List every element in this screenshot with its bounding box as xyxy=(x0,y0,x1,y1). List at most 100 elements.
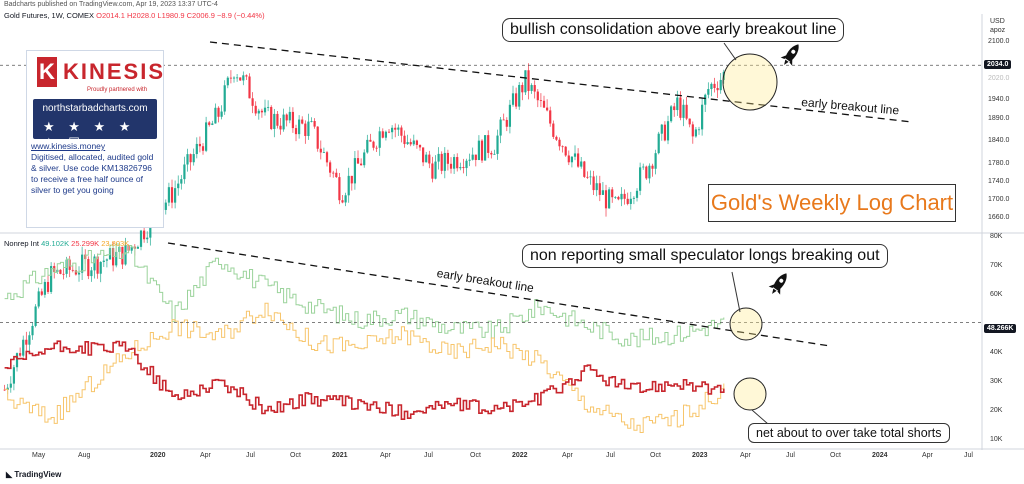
candle-body xyxy=(648,165,651,179)
candle-body xyxy=(270,106,273,129)
candle-body xyxy=(347,175,350,196)
candle-body xyxy=(356,158,360,164)
candle-body xyxy=(418,144,422,148)
candle-body xyxy=(50,266,53,292)
time-tick: 2021 xyxy=(332,452,348,459)
candle-body xyxy=(657,133,660,154)
candle-body xyxy=(245,75,248,77)
candle-body xyxy=(239,77,242,81)
candle-body xyxy=(183,164,186,180)
candle-body xyxy=(533,85,536,92)
candle-body xyxy=(440,153,443,171)
cot-net-value: 23.803K xyxy=(101,239,130,248)
candle-body xyxy=(642,166,645,168)
candle-body xyxy=(446,152,450,164)
candle-body xyxy=(530,85,533,91)
candle-body xyxy=(93,256,96,271)
candles xyxy=(3,63,725,395)
candle-body xyxy=(189,154,192,163)
candle-body xyxy=(707,89,710,95)
callout-pointer-mid xyxy=(731,271,741,313)
candle-body xyxy=(257,110,260,114)
candle-body xyxy=(232,77,236,79)
candle-body xyxy=(325,152,329,163)
candle-body xyxy=(192,154,195,163)
candle-body xyxy=(310,120,313,122)
candle-body xyxy=(701,104,704,130)
candle-body xyxy=(617,196,620,200)
candle-body xyxy=(639,167,642,191)
candle-body xyxy=(632,197,636,199)
candle-body xyxy=(484,135,487,161)
time-tick: Jul xyxy=(786,452,795,459)
candle-body xyxy=(626,198,629,204)
highlight-circle-cot xyxy=(729,307,763,341)
time-tick: Apr xyxy=(380,452,391,459)
candle-body xyxy=(403,135,406,145)
candle-body xyxy=(279,125,282,130)
price-unit-apoz: apoz xyxy=(990,27,1006,34)
candle-body xyxy=(28,335,31,345)
breakout-trendline-cot xyxy=(167,242,831,347)
candle-body xyxy=(611,189,614,198)
candle-body xyxy=(586,176,589,178)
candle-body xyxy=(384,131,388,138)
candle-body xyxy=(40,291,43,295)
candle-body xyxy=(37,291,40,307)
candle-body xyxy=(99,261,102,274)
price-tick: 1700.0 xyxy=(988,196,1010,203)
candle-body xyxy=(375,147,378,149)
time-tick: 2023 xyxy=(692,452,708,459)
candle-body xyxy=(552,123,555,137)
cot-series-short xyxy=(4,302,725,433)
candle-body xyxy=(465,160,468,169)
candle-body xyxy=(480,140,484,161)
rocket-icon xyxy=(780,44,799,66)
candle-body xyxy=(363,152,366,166)
candle-body xyxy=(174,188,177,203)
candle-body xyxy=(502,119,505,121)
cot-lines xyxy=(4,243,725,433)
candle-body xyxy=(673,106,676,111)
candle-body xyxy=(598,183,601,195)
candle-body xyxy=(666,121,670,141)
candle-body xyxy=(9,383,12,388)
badge-site: northstarbadcharts.com xyxy=(42,103,148,114)
callout-pointer-top xyxy=(723,42,737,61)
time-tick: Oct xyxy=(290,452,301,459)
candle-body xyxy=(496,135,499,154)
cot-tick: 20K xyxy=(990,407,1003,414)
highlight-circle-net xyxy=(733,377,767,411)
candle-body xyxy=(629,198,632,204)
candle-body xyxy=(716,88,719,91)
candle-body xyxy=(710,83,713,90)
candle-body xyxy=(223,85,226,112)
candle-body xyxy=(136,246,140,249)
callout-net-overtake: net about to over take total shorts xyxy=(748,423,950,443)
candle-body xyxy=(288,111,291,121)
sponsor-ad[interactable]: K KINESIS Proudly partnered with northst… xyxy=(26,50,164,228)
time-tick: 2020 xyxy=(150,452,166,459)
price-tick: 1890.0 xyxy=(988,115,1010,122)
candle-body xyxy=(589,176,592,178)
candle-body xyxy=(397,127,400,130)
candle-body xyxy=(267,106,270,108)
candle-body xyxy=(307,121,310,136)
candle-body xyxy=(400,127,403,136)
candle-body xyxy=(462,167,465,169)
candle-body xyxy=(59,269,62,274)
candle-body xyxy=(198,143,202,147)
time-tick: Jul xyxy=(424,452,433,459)
cot-tick: 70K xyxy=(990,262,1003,269)
candle-body xyxy=(282,114,285,130)
candle-body xyxy=(508,104,512,127)
last-price-tag: 2034.0 xyxy=(984,60,1012,69)
candle-body xyxy=(623,193,626,199)
price-tick: 1660.0 xyxy=(988,214,1010,221)
time-tick: Jul xyxy=(246,452,255,459)
kinesis-link[interactable]: www.kinesis.money xyxy=(31,141,106,151)
candle-body xyxy=(431,163,434,179)
candle-body xyxy=(34,306,37,326)
candle-body xyxy=(471,154,474,160)
